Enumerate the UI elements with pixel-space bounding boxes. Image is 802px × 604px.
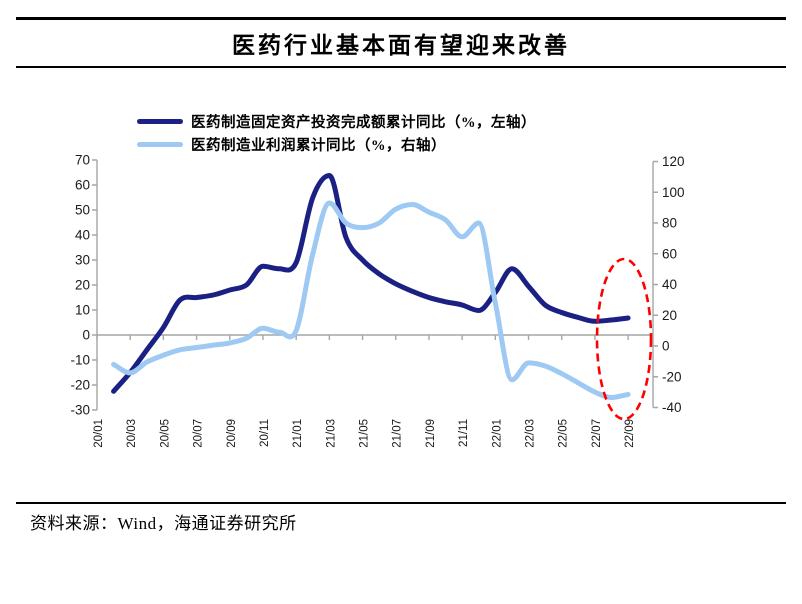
x-axis-tick-label: 20/05: [159, 419, 171, 448]
investment-line-swatch: [137, 119, 183, 124]
source-text: 资料来源：Wind，海通证券研究所: [30, 514, 297, 533]
right-axis-tick-label: -20: [662, 369, 682, 384]
left-axis-tick-label: 30: [75, 253, 90, 268]
left-axis-tick-label: 70: [75, 153, 90, 168]
x-axis-tick-label: 22/03: [525, 419, 537, 448]
chart-legend: 医药制造固定资产投资完成额累计同比（%，左轴） 医药制造业利润累计同比（%，右轴…: [137, 110, 536, 156]
series-line-profit: [111, 200, 631, 400]
y-axis-right: [652, 160, 658, 409]
title-top-rule: [16, 17, 786, 20]
x-axis: [96, 334, 653, 340]
x-axis-tick-label: 22/05: [558, 419, 570, 448]
left-axis-tick-label: 0: [82, 328, 90, 343]
legend-label-profit: 医药制造业利润累计同比（%，右轴）: [191, 138, 446, 154]
legend-label-investment: 医药制造固定资产投资完成额累计同比（%，左轴）: [191, 115, 536, 131]
left-axis-tick-label: -20: [70, 378, 90, 393]
left-axis-tick-label: 60: [75, 178, 90, 193]
right-axis-tick-label: 0: [662, 339, 670, 354]
x-axis-tick-label: 20/11: [259, 419, 271, 447]
highlight-ellipse: [595, 257, 653, 421]
page-title: 医药行业基本面有望迎来改善: [232, 33, 570, 58]
x-axis-tick-label: 22/01: [491, 419, 503, 448]
right-axis-tick-label: -40: [662, 400, 682, 415]
right-axis-tick-label: 20: [662, 308, 677, 323]
right-axis-tick-label: 80: [662, 216, 677, 231]
x-axis-tick-label: 21/01: [292, 419, 304, 448]
left-axis-tick-label: 10: [75, 303, 90, 318]
left-axis-tick-label: 50: [75, 203, 90, 218]
legend-item-profit: 医药制造业利润累计同比（%，右轴）: [137, 133, 536, 156]
right-axis-tick-label: 120: [662, 154, 685, 169]
left-axis-tick-label: -10: [70, 353, 90, 368]
series-line-investment: [111, 173, 631, 394]
title-bottom-rule: [16, 66, 786, 68]
x-axis-tick-label: 20/01: [93, 419, 105, 448]
x-axis-tick-label: 21/09: [425, 419, 437, 448]
left-axis-tick-label: 40: [75, 228, 90, 243]
legend-item-investment: 医药制造固定资产投资完成额累计同比（%，左轴）: [137, 110, 536, 133]
source-divider: [16, 502, 786, 504]
x-axis-tick-label: 20/09: [226, 419, 238, 448]
left-axis-tick-label: -30: [70, 403, 90, 418]
x-axis-tick-label: 21/03: [325, 419, 337, 448]
x-axis-tick-label: 22/09: [624, 419, 636, 448]
y-axis-left: [92, 159, 98, 411]
x-axis-tick-label: 21/07: [392, 419, 404, 448]
left-axis-tick-label: 20: [75, 278, 90, 293]
x-axis-tick-label: 22/07: [591, 419, 603, 448]
x-axis-tick-label: 20/03: [126, 419, 138, 448]
x-axis-tick-label: 20/07: [193, 419, 205, 448]
right-axis-tick-label: 40: [662, 277, 677, 292]
profit-line-swatch: [137, 142, 183, 147]
x-axis-tick-label: 21/11: [458, 419, 470, 447]
right-axis-tick-label: 60: [662, 246, 677, 261]
right-axis-tick-label: 100: [662, 185, 685, 200]
x-axis-tick-label: 21/05: [359, 419, 371, 448]
